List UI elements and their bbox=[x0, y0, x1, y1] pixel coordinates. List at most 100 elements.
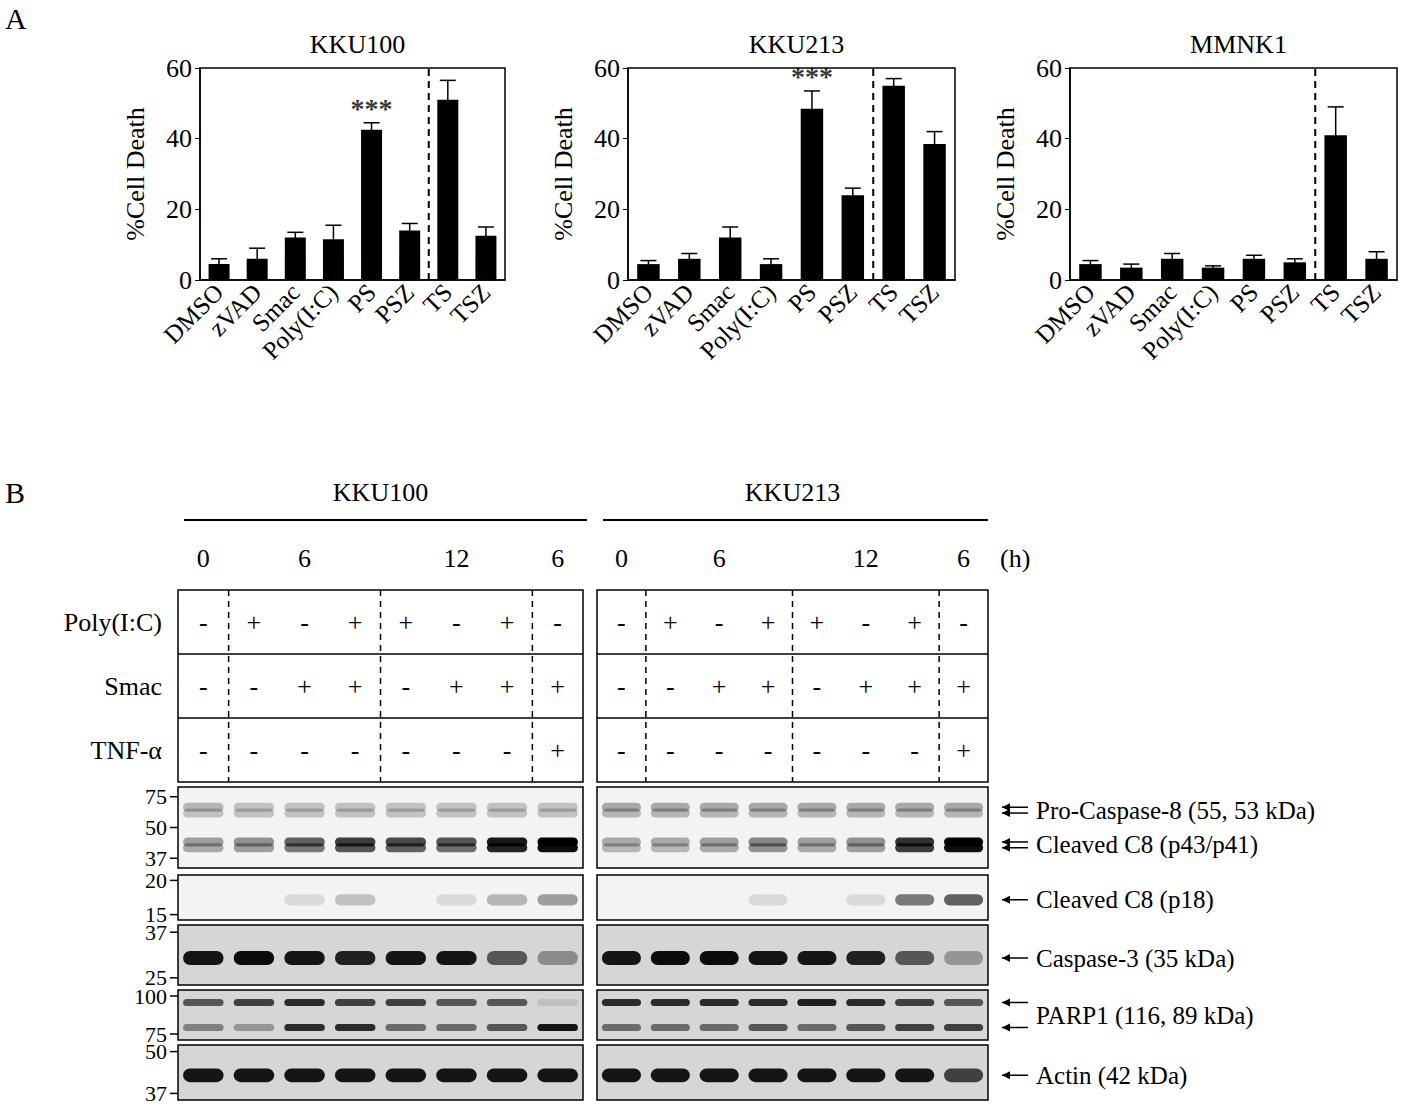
svg-text:-: - bbox=[250, 736, 259, 765]
svg-text:0: 0 bbox=[615, 544, 628, 573]
svg-text:50: 50 bbox=[145, 1039, 167, 1064]
svg-text:KKU213: KKU213 bbox=[745, 478, 840, 507]
svg-text:+: + bbox=[348, 672, 363, 701]
svg-text:0: 0 bbox=[179, 266, 192, 295]
svg-text:+: + bbox=[956, 736, 971, 765]
svg-text:%Cell Death: %Cell Death bbox=[549, 107, 578, 241]
svg-text:-: - bbox=[861, 736, 870, 765]
svg-text:6: 6 bbox=[551, 544, 564, 573]
svg-text:-: - bbox=[553, 608, 562, 637]
svg-text:37: 37 bbox=[145, 1081, 167, 1106]
svg-text:0: 0 bbox=[1049, 266, 1062, 295]
svg-text:-: - bbox=[764, 736, 773, 765]
svg-text:KKU100: KKU100 bbox=[333, 478, 428, 507]
svg-text:12: 12 bbox=[853, 544, 879, 573]
svg-text:-: - bbox=[452, 736, 461, 765]
svg-text:%Cell Death: %Cell Death bbox=[991, 107, 1020, 241]
svg-text:-: - bbox=[617, 608, 626, 637]
svg-text:50: 50 bbox=[145, 815, 167, 840]
svg-text:***: *** bbox=[791, 61, 833, 92]
svg-text:Pro-Caspase-8 (55, 53 kDa): Pro-Caspase-8 (55, 53 kDa) bbox=[1036, 797, 1315, 825]
svg-text:Poly(I:C): Poly(I:C) bbox=[695, 278, 782, 365]
svg-text:+: + bbox=[500, 672, 515, 701]
svg-text:-: - bbox=[617, 736, 626, 765]
svg-text:40: 40 bbox=[166, 124, 192, 153]
svg-text:Cleaved C8 (p43/p41): Cleaved C8 (p43/p41) bbox=[1036, 831, 1258, 859]
svg-text:B: B bbox=[5, 476, 25, 509]
svg-text:40: 40 bbox=[594, 124, 620, 153]
svg-text:***: *** bbox=[351, 93, 393, 124]
svg-text:-: - bbox=[813, 736, 822, 765]
svg-text:+: + bbox=[810, 608, 825, 637]
svg-text:75: 75 bbox=[145, 784, 167, 809]
svg-text:%Cell Death: %Cell Death bbox=[121, 107, 150, 241]
svg-text:Poly(I:C): Poly(I:C) bbox=[257, 278, 344, 365]
svg-text:-: - bbox=[813, 672, 822, 701]
svg-text:-: - bbox=[666, 736, 675, 765]
svg-text:PSZ: PSZ bbox=[370, 278, 420, 328]
svg-text:+: + bbox=[712, 672, 727, 701]
svg-text:+: + bbox=[907, 608, 922, 637]
svg-text:60: 60 bbox=[166, 54, 192, 83]
svg-text:+: + bbox=[550, 672, 565, 701]
svg-text:Poly(I:C): Poly(I:C) bbox=[64, 608, 162, 637]
svg-text:KKU100: KKU100 bbox=[310, 30, 405, 59]
svg-text:37: 37 bbox=[145, 846, 167, 871]
svg-text:25: 25 bbox=[145, 965, 167, 990]
svg-text:-: - bbox=[666, 672, 675, 701]
svg-text:Caspase-3 (35 kDa): Caspase-3 (35 kDa) bbox=[1036, 945, 1235, 973]
svg-text:60: 60 bbox=[1036, 54, 1062, 83]
svg-text:Poly(I:C): Poly(I:C) bbox=[1137, 278, 1224, 365]
svg-text:-: - bbox=[401, 736, 410, 765]
svg-text:+: + bbox=[761, 608, 776, 637]
svg-text:-: - bbox=[861, 608, 870, 637]
svg-text:-: - bbox=[503, 736, 512, 765]
svg-text:TSZ: TSZ bbox=[894, 278, 945, 329]
svg-text:-: - bbox=[199, 736, 208, 765]
svg-text:60: 60 bbox=[594, 54, 620, 83]
svg-text:6: 6 bbox=[713, 544, 726, 573]
svg-text:+: + bbox=[247, 608, 262, 637]
svg-text:20: 20 bbox=[145, 868, 167, 893]
svg-text:MMNK1: MMNK1 bbox=[1190, 30, 1287, 59]
svg-text:+: + bbox=[297, 672, 312, 701]
svg-text:6: 6 bbox=[957, 544, 970, 573]
svg-text:20: 20 bbox=[166, 195, 192, 224]
svg-text:20: 20 bbox=[594, 195, 620, 224]
svg-text:20: 20 bbox=[1036, 195, 1062, 224]
svg-text:-: - bbox=[452, 608, 461, 637]
svg-text:+: + bbox=[956, 672, 971, 701]
svg-text:TNF-α: TNF-α bbox=[91, 736, 163, 765]
svg-text:+: + bbox=[550, 736, 565, 765]
svg-text:6: 6 bbox=[298, 544, 311, 573]
svg-text:-: - bbox=[715, 736, 724, 765]
svg-text:-: - bbox=[617, 672, 626, 701]
svg-text:PSZ: PSZ bbox=[1255, 278, 1305, 328]
svg-text:-: - bbox=[199, 608, 208, 637]
svg-text:+: + bbox=[500, 608, 515, 637]
svg-text:+: + bbox=[907, 672, 922, 701]
svg-text:+: + bbox=[663, 608, 678, 637]
svg-text:40: 40 bbox=[1036, 124, 1062, 153]
svg-text:+: + bbox=[858, 672, 873, 701]
svg-text:TSZ: TSZ bbox=[1336, 278, 1387, 329]
svg-text:15: 15 bbox=[145, 902, 167, 927]
svg-text:Actin (42 kDa): Actin (42 kDa) bbox=[1036, 1062, 1187, 1090]
svg-text:-: - bbox=[351, 736, 360, 765]
svg-text:-: - bbox=[199, 672, 208, 701]
svg-text:KKU213: KKU213 bbox=[749, 30, 844, 59]
svg-text:-: - bbox=[300, 608, 309, 637]
svg-text:A: A bbox=[5, 2, 27, 35]
svg-text:+: + bbox=[348, 608, 363, 637]
svg-text:100: 100 bbox=[134, 984, 167, 1009]
svg-text:+: + bbox=[398, 608, 413, 637]
svg-text:PSZ: PSZ bbox=[813, 278, 863, 328]
svg-text:37: 37 bbox=[145, 920, 167, 945]
svg-text:-: - bbox=[959, 608, 968, 637]
svg-text:TSZ: TSZ bbox=[445, 278, 496, 329]
svg-text:0: 0 bbox=[197, 544, 210, 573]
svg-text:-: - bbox=[401, 672, 410, 701]
svg-text:Smac: Smac bbox=[104, 672, 162, 701]
svg-text:Cleaved C8 (p18): Cleaved C8 (p18) bbox=[1036, 886, 1214, 914]
svg-text:-: - bbox=[715, 608, 724, 637]
